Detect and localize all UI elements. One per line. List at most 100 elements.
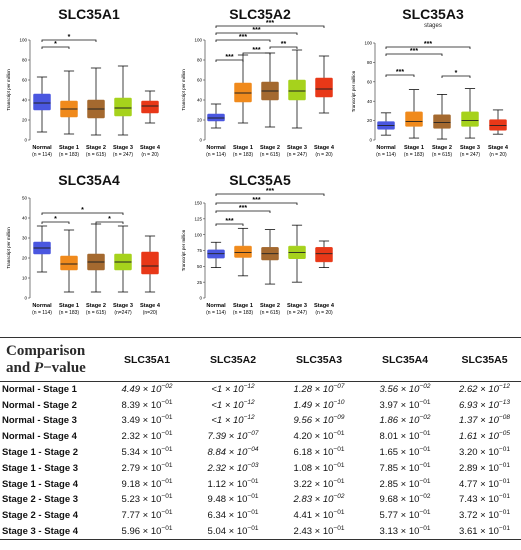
box — [60, 255, 78, 271]
y-tick-label: 0 — [24, 138, 27, 143]
p-value-exponent: −01 — [419, 398, 431, 406]
p-value-exponent: −01 — [161, 430, 173, 438]
p-value-cell: 7.85 × 10−01 — [362, 460, 448, 476]
table-row: Stage 3 - Stage 4 5.96 × 10−01 5.04 × 10−0… — [0, 523, 521, 540]
p-value-exponent: −02 — [419, 493, 431, 501]
y-tick-label: 80 — [22, 58, 28, 63]
p-value-exponent: −09 — [333, 414, 345, 422]
comparison-header: Comparison and P−value — [0, 337, 104, 382]
y-tick-label: 80 — [197, 58, 203, 63]
p-value-exponent: −01 — [161, 477, 173, 485]
p-value-cell: 8.39 × 10−01 — [104, 397, 190, 413]
chart-title: SLC35A3 — [402, 6, 464, 22]
p-value-exponent: −01 — [419, 461, 431, 469]
p-value-cell: <1 × 10−12 — [190, 413, 276, 429]
p-value-mantissa: 7.39 × 10 — [207, 431, 248, 443]
p-value-mantissa: 3.13 × 10 — [379, 525, 420, 537]
table-row: Normal - Stage 2 8.39 × 10−01 <1 × 10−12 1.… — [0, 397, 521, 413]
p-value-cell: 5.23 × 10−01 — [104, 492, 190, 508]
x-tick-sublabel: (n = 20) — [315, 152, 333, 158]
p-value-mantissa: 3.20 × 10 — [459, 447, 499, 459]
significance-label: * — [108, 216, 111, 223]
y-tick-label: 100 — [364, 41, 372, 46]
significance-bracket — [41, 39, 97, 42]
box-plot-slc35a1: Transcript per million 0 20 40 60 80 100 Normal… — [6, 34, 161, 158]
significance-label: * — [455, 70, 458, 77]
p-value-exponent: −01 — [498, 509, 510, 517]
significance-bracket — [215, 32, 298, 35]
y-tick-label: 25 — [197, 280, 203, 285]
box — [33, 93, 51, 111]
x-tick-sublabel: (n = 247) — [287, 310, 307, 316]
x-tick-sublabel: (n = 247) — [113, 152, 133, 158]
significance-bracket — [441, 75, 471, 78]
significance-label: *** — [410, 48, 418, 55]
p-value-cell: 2.32 × 10−03 — [190, 460, 276, 476]
p-value-mantissa: 9.56 × 10 — [293, 415, 334, 427]
box — [288, 79, 306, 101]
y-tick-label: 100 — [194, 232, 202, 237]
p-value-cell: 9.48 × 10−01 — [190, 492, 276, 508]
y-tick-label: 0 — [199, 138, 202, 143]
p-value-mantissa: 1.08 × 10 — [293, 462, 334, 474]
p-value-cell: 9.56 × 10−09 — [276, 413, 362, 429]
p-value-mantissa: 6.34 × 10 — [207, 510, 248, 522]
significance-bracket — [215, 210, 271, 213]
comparison-header-line1: Comparison — [6, 342, 86, 359]
column-header: SLC35A3 — [276, 337, 362, 382]
p-value-exponent: −01 — [161, 414, 173, 422]
p-value-exponent: −12 — [243, 382, 255, 390]
table-row: Normal - Stage 3 3.49 × 10−01 <1 × 10−12 9.… — [0, 413, 521, 429]
p-value-mantissa: 1.49 × 10 — [293, 399, 334, 411]
p-value-cell: 7.39 × 10−07 — [190, 429, 276, 445]
x-tick-label: Stage 3 — [113, 303, 133, 309]
p-value-exponent: −12 — [498, 382, 510, 390]
p-value-cell: 1.86 × 10−02 — [362, 413, 448, 429]
x-tick-label: Stage 1 — [404, 145, 424, 151]
x-tick-label: Stage 2 — [260, 145, 280, 151]
x-tick-sublabel: (n = 615) — [432, 152, 452, 158]
p-value-mantissa: 5.04 × 10 — [207, 525, 248, 537]
p-value-mantissa: 2.62 × 10 — [459, 384, 499, 396]
p-value-cell: 5.96 × 10−01 — [104, 523, 190, 540]
p-value-exponent: −01 — [333, 524, 345, 532]
p-value-exponent: −01 — [498, 493, 510, 501]
chart-slc35a4: SLC35A4 Transcript per million 0 10 20 30 40 5… — [0, 168, 178, 334]
significance-label: *** — [252, 197, 260, 204]
table-row: Normal - Stage 4 2.32 × 10−01 7.39 × 10−07… — [0, 429, 521, 445]
p-value-cell: 1.61 × 10−05 — [448, 429, 521, 445]
p-value-exponent: −01 — [247, 524, 259, 532]
significance-bracket — [41, 46, 70, 49]
p-value-exponent: −01 — [498, 477, 510, 485]
box-plot-slc35a3: Transcript per million 0 20 40 60 80 100 Normal… — [351, 41, 509, 158]
box — [141, 100, 159, 114]
p-value-mantissa: 9.68 × 10 — [379, 494, 420, 506]
p-value-exponent: −01 — [161, 398, 173, 406]
p-value-exponent: −02 — [333, 493, 345, 501]
significance-label: *** — [266, 20, 274, 27]
p-value-exponent: −01 — [161, 461, 173, 469]
significance-bracket — [215, 223, 244, 226]
x-tick-label: Normal — [32, 303, 52, 309]
row-label: Stage 3 - Stage 4 — [0, 523, 104, 540]
significance-bracket — [41, 212, 124, 215]
p-value-cell: 2.83 × 10−02 — [276, 492, 362, 508]
x-tick-sublabel: (n = 615) — [260, 310, 280, 316]
p-value-cell: 2.62 × 10−12 — [448, 382, 521, 398]
x-tick-sublabel: (n=247) — [114, 310, 132, 316]
p-value-exponent: −01 — [333, 430, 345, 438]
x-tick-sublabel: (n = 20) — [315, 310, 333, 316]
p-value-exponent: −08 — [498, 414, 510, 422]
y-tick-label: 40 — [197, 98, 203, 103]
p-value-exponent: −05 — [498, 430, 510, 438]
p-value-mantissa: 7.77 × 10 — [121, 510, 162, 522]
x-tick-sublabel: (n = 114) — [376, 152, 396, 158]
p-value-cell: 4.77 × 10−01 — [448, 476, 521, 492]
x-tick-label: Stage 2 — [86, 145, 106, 151]
significance-label: *** — [225, 54, 233, 61]
x-tick-sublabel: (n = 247) — [460, 152, 480, 158]
p-value-mantissa: <1 × 10 — [211, 399, 244, 411]
significance-bracket — [385, 74, 415, 77]
p-value-cell: 3.97 × 10−01 — [362, 397, 448, 413]
y-tick-label: 100 — [19, 38, 27, 43]
